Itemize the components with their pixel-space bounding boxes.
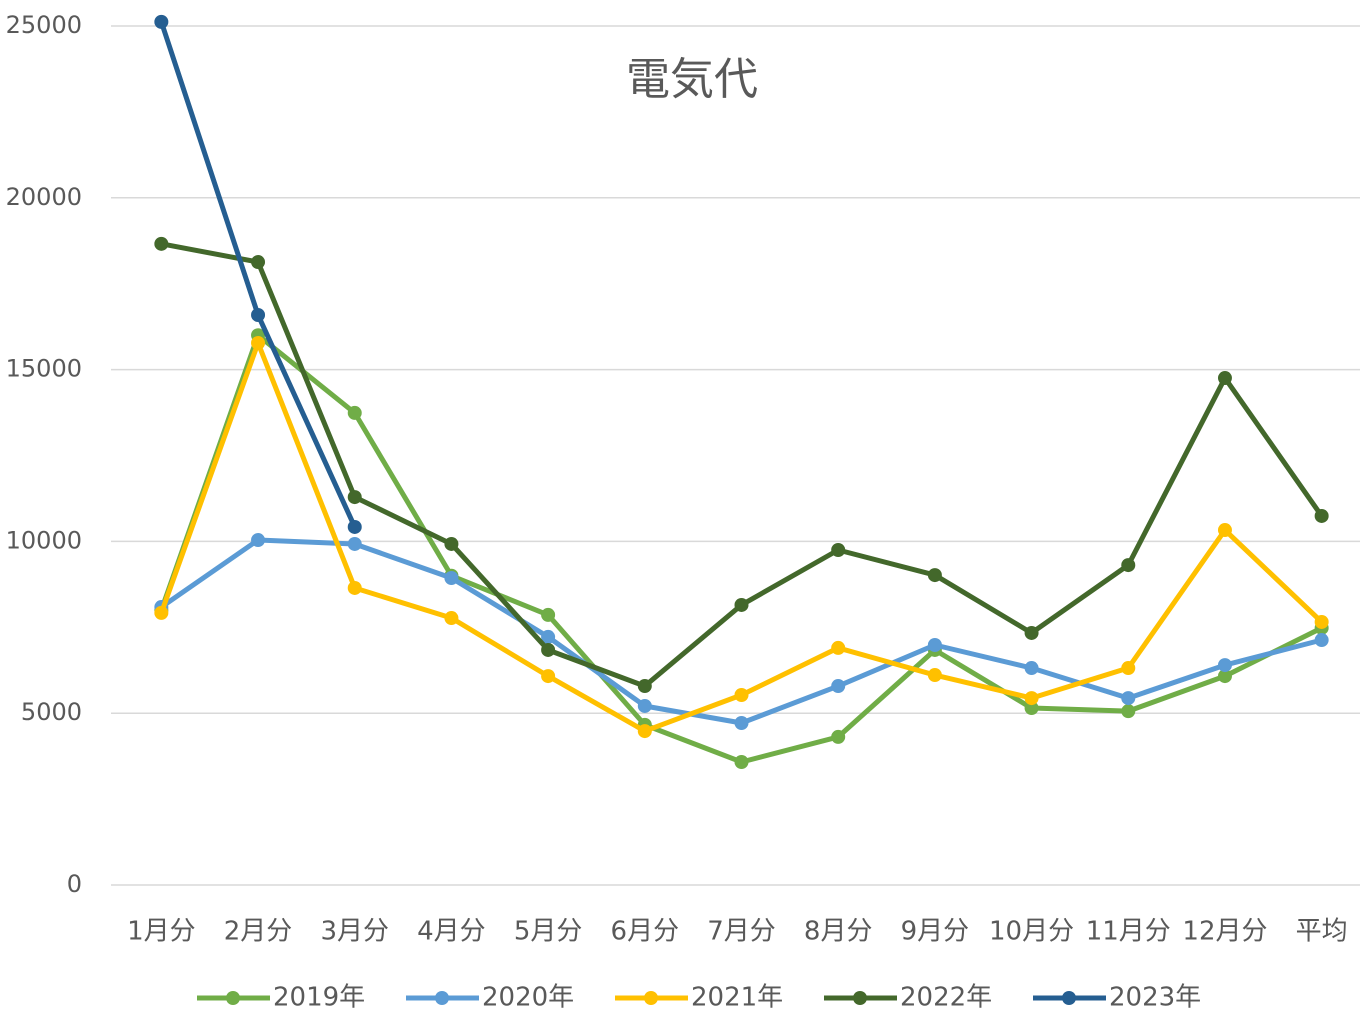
- point: [541, 629, 556, 644]
- x-tick-label: 6月分: [611, 917, 680, 947]
- legend-label: 2019年: [273, 983, 365, 1013]
- legend-label: 2023年: [1109, 983, 1201, 1013]
- point: [1314, 633, 1329, 648]
- point: [927, 668, 942, 683]
- point: [1121, 661, 1136, 676]
- point: [1121, 558, 1136, 573]
- point: [154, 14, 169, 29]
- x-tick-label: 平均: [1296, 917, 1348, 947]
- x-tick-label: 10月分: [989, 917, 1074, 947]
- legend-marker: [1062, 991, 1076, 1005]
- point: [831, 542, 846, 557]
- point: [831, 729, 846, 744]
- x-tick-label: 9月分: [901, 917, 970, 947]
- point: [347, 580, 362, 595]
- y-tick-label: 15000: [6, 355, 82, 383]
- y-tick-label: 25000: [6, 11, 82, 39]
- legend-marker: [644, 991, 658, 1005]
- point: [444, 536, 459, 551]
- y-tick-label: 5000: [21, 698, 82, 726]
- point: [1121, 691, 1136, 706]
- x-tick-label: 7月分: [707, 917, 776, 947]
- point: [1217, 658, 1232, 673]
- point: [251, 255, 266, 270]
- legend-label: 2022年: [900, 983, 992, 1013]
- legend-label: 2021年: [691, 983, 783, 1013]
- point: [347, 519, 362, 534]
- point: [734, 715, 749, 730]
- point: [927, 568, 942, 583]
- legend-label: 2020年: [482, 983, 574, 1013]
- point: [734, 754, 749, 769]
- point: [637, 724, 652, 739]
- point: [927, 637, 942, 652]
- point: [154, 236, 169, 251]
- legend-marker: [435, 991, 449, 1005]
- point: [637, 698, 652, 713]
- point: [154, 605, 169, 620]
- point: [1024, 661, 1039, 676]
- x-tick-label: 11月分: [1086, 917, 1171, 947]
- x-tick-label: 4月分: [417, 917, 486, 947]
- series-line: [158, 21, 358, 529]
- point: [1314, 614, 1329, 629]
- point: [734, 597, 749, 612]
- point: [444, 570, 459, 585]
- chart-title: 電気代: [626, 54, 758, 105]
- point: [444, 611, 459, 626]
- series-line: [158, 340, 1324, 734]
- legend-marker: [853, 991, 867, 1005]
- point: [1024, 691, 1039, 706]
- x-tick-label: 1月分: [127, 917, 196, 947]
- point: [637, 679, 652, 694]
- x-tick-label: 3月分: [320, 917, 389, 947]
- point: [1024, 625, 1039, 640]
- legend-marker: [226, 991, 240, 1005]
- y-tick-label: 20000: [6, 183, 82, 211]
- point: [541, 642, 556, 657]
- x-tick-label: 2月分: [224, 917, 293, 947]
- series-line: [160, 241, 1324, 689]
- point: [541, 669, 556, 684]
- point: [1217, 669, 1232, 684]
- point: [1217, 371, 1232, 386]
- x-tick-label: 12月分: [1182, 917, 1267, 947]
- y-tick-label: 10000: [6, 526, 82, 554]
- point: [1024, 701, 1039, 716]
- point: [251, 335, 266, 350]
- x-tick-label: 8月分: [804, 917, 873, 947]
- point: [251, 533, 266, 548]
- point: [831, 679, 846, 694]
- point: [1314, 508, 1329, 523]
- point: [734, 687, 749, 702]
- point: [347, 405, 362, 420]
- point: [1217, 523, 1232, 538]
- point: [831, 640, 846, 655]
- point: [347, 490, 362, 505]
- y-tick-label: 0: [67, 870, 82, 898]
- point: [1121, 704, 1136, 719]
- point: [541, 607, 556, 622]
- point: [251, 307, 266, 322]
- point: [347, 536, 362, 551]
- x-tick-label: 5月分: [514, 917, 583, 947]
